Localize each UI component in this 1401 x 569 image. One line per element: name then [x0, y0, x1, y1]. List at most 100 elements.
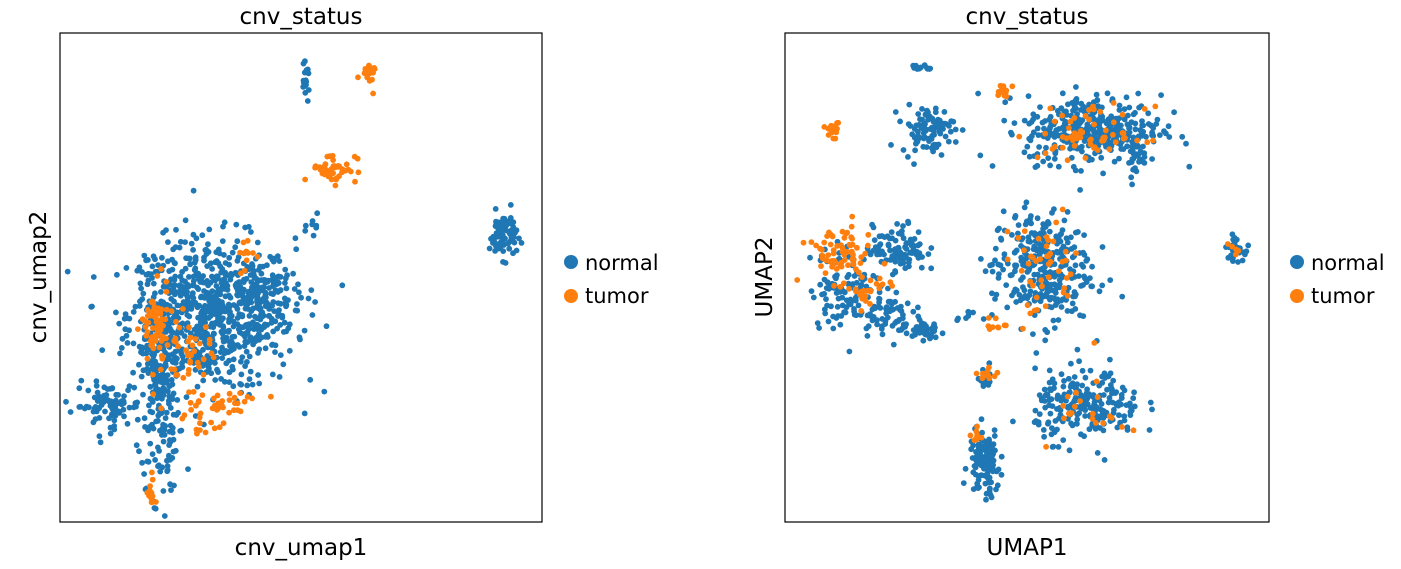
right-point-normal — [996, 225, 1002, 232]
right-point-tumor — [1045, 237, 1052, 244]
left-point-normal — [198, 275, 205, 281]
left-point-normal — [188, 240, 195, 247]
right-point-tumor — [986, 375, 993, 382]
left-point-normal — [143, 271, 150, 278]
right-point-normal — [1034, 247, 1040, 254]
right-point-normal — [1231, 235, 1238, 241]
right-point-normal — [1124, 424, 1131, 431]
right-point-normal — [913, 140, 919, 147]
right-point-normal — [1071, 374, 1078, 380]
left-point-normal — [192, 254, 199, 261]
left-point-normal — [169, 289, 175, 295]
left-point-normal — [164, 468, 171, 475]
right-point-normal — [1116, 412, 1122, 419]
right-point-normal — [1054, 249, 1060, 256]
right-point-normal — [1083, 257, 1090, 264]
right-point-tumor — [1001, 86, 1008, 93]
right-point-normal — [928, 124, 935, 131]
right-legend-label-tumor: tumor — [1311, 284, 1375, 308]
left-point-normal — [174, 302, 181, 309]
left-point-normal — [312, 299, 318, 305]
left-point-normal — [300, 60, 307, 67]
right-point-normal — [1245, 242, 1252, 249]
left-point-normal — [219, 238, 226, 245]
right-point-normal — [947, 128, 954, 135]
left-point-tumor — [153, 499, 159, 505]
left-point-normal — [275, 300, 281, 306]
right-point-normal — [928, 245, 935, 251]
left-point-tumor — [150, 371, 156, 378]
right-point-tumor — [1060, 403, 1067, 409]
left-point-normal — [266, 312, 273, 319]
right-point-normal — [1050, 317, 1057, 324]
right-point-normal — [1032, 232, 1038, 239]
left-point-normal — [153, 418, 160, 425]
left-point-normal — [210, 299, 217, 305]
left-point-normal — [169, 455, 176, 461]
left-point-normal — [131, 384, 138, 391]
right-point-normal — [1097, 406, 1103, 412]
right-point-normal — [1039, 119, 1046, 126]
right-point-normal — [1171, 109, 1177, 116]
left-point-tumor — [196, 340, 203, 347]
right-point-normal — [1106, 119, 1113, 126]
left-point-normal — [179, 353, 186, 360]
left-point-normal — [174, 397, 181, 403]
right-point-normal — [1040, 158, 1047, 165]
left-point-normal — [206, 298, 213, 304]
right-point-tumor — [1067, 271, 1074, 278]
left-point-normal — [281, 319, 288, 326]
left-point-tumor — [365, 68, 372, 75]
right-point-normal — [844, 274, 851, 280]
left-point-normal — [126, 404, 133, 411]
left-point-normal — [163, 227, 169, 234]
left-point-normal — [160, 488, 167, 494]
right-point-normal — [1046, 367, 1053, 374]
left-point-tumor — [187, 399, 194, 406]
right-point-normal — [889, 322, 896, 329]
left-point-normal — [208, 370, 215, 377]
right-point-normal — [1116, 155, 1122, 162]
right-point-normal — [1052, 418, 1059, 424]
left-point-normal — [256, 303, 262, 310]
right-point-normal — [1026, 120, 1033, 127]
left-point-normal — [293, 246, 300, 253]
left-point-tumor — [157, 366, 164, 373]
right-point-normal — [1067, 266, 1073, 273]
right-point-normal — [1110, 377, 1117, 384]
right-point-normal — [1037, 298, 1044, 305]
right-point-normal — [1042, 223, 1049, 230]
left-point-tumor — [164, 342, 171, 348]
right-point-normal — [912, 147, 918, 154]
left-point-normal — [226, 292, 232, 299]
right-point-normal — [1074, 381, 1080, 388]
left-point-normal — [493, 233, 500, 240]
right-point-tumor — [980, 370, 986, 377]
right-point-normal — [1026, 153, 1033, 160]
right-point-normal — [893, 289, 900, 296]
left-point-normal — [509, 227, 516, 234]
right-point-normal — [911, 161, 917, 168]
left-point-normal — [255, 372, 261, 378]
right-point-normal — [917, 134, 923, 141]
left-point-tumor — [195, 398, 202, 404]
left-point-normal — [518, 240, 525, 246]
left-point-normal — [194, 329, 201, 335]
right-point-normal — [1036, 392, 1043, 398]
left-point-normal — [190, 277, 197, 284]
right-point-normal — [983, 490, 990, 497]
right-point-tumor — [1021, 247, 1027, 254]
left-point-tumor — [355, 169, 362, 176]
right-point-normal — [980, 316, 987, 322]
left-point-normal — [180, 357, 187, 364]
left-point-normal — [194, 323, 201, 330]
right-point-normal — [1047, 286, 1053, 293]
right-point-tumor — [794, 277, 801, 283]
right-point-normal — [851, 306, 857, 312]
left-point-normal — [155, 463, 161, 470]
left-point-normal — [142, 424, 148, 430]
left-point-normal — [122, 311, 129, 317]
right-point-normal — [848, 299, 854, 305]
left-point-normal — [77, 403, 84, 410]
right-point-tumor — [876, 275, 883, 282]
